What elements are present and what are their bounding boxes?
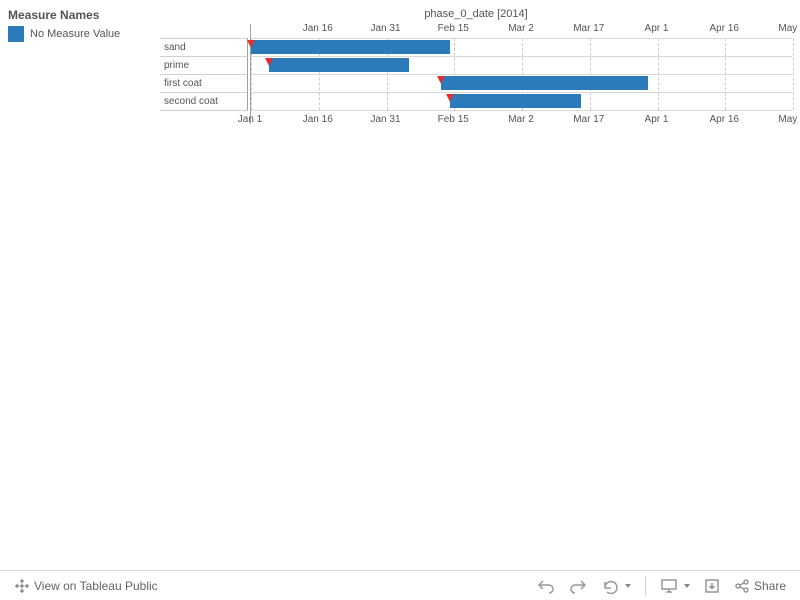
gridline-horizontal	[251, 74, 792, 75]
footer-toolbar: View on Tableau Public	[0, 570, 800, 600]
share-icon	[734, 578, 750, 594]
y-axis-labels: sandprimefirst coatsecond coat	[160, 24, 250, 124]
gantt-bar[interactable]	[450, 94, 581, 108]
x-tick-bottom: Mar 17	[573, 114, 604, 125]
gridline-horizontal	[251, 110, 792, 111]
redo-button[interactable]	[565, 576, 591, 596]
share-label: Share	[754, 579, 786, 593]
x-tick-bottom: Feb 15	[438, 114, 469, 125]
legend: Measure Names No Measure Value	[8, 8, 158, 42]
x-tick-bottom: May 1	[778, 114, 800, 125]
x-axis-ticks-bottom: Jan 1Jan 16Jan 31Feb 15Mar 2Mar 17Apr 1A…	[250, 114, 792, 128]
presentation-icon	[660, 578, 678, 594]
y-axis-label: prime	[160, 56, 248, 74]
start-marker	[446, 94, 454, 102]
gridline-horizontal	[251, 92, 792, 93]
y-axis-label: first coat	[160, 74, 248, 92]
gantt-bar[interactable]	[269, 58, 409, 72]
legend-swatch	[8, 26, 24, 42]
x-tick-bottom: Jan 31	[370, 114, 400, 125]
x-tick-bottom: Apr 1	[645, 114, 669, 125]
gridline-vertical	[793, 38, 794, 110]
x-tick-bottom: Mar 2	[508, 114, 534, 125]
x-tick-bottom: Jan 1	[238, 114, 262, 125]
y-labels-border	[160, 110, 248, 111]
start-marker	[247, 40, 255, 48]
grid	[250, 24, 792, 124]
chevron-down-icon	[625, 584, 631, 588]
y-axis-label: sand	[160, 38, 248, 56]
start-marker	[437, 76, 445, 84]
download-button[interactable]	[700, 576, 724, 596]
legend-item-label: No Measure Value	[30, 28, 120, 40]
revert-button[interactable]	[597, 576, 635, 596]
legend-title: Measure Names	[8, 8, 158, 22]
gridline-horizontal	[251, 56, 792, 57]
gantt-chart: phase_0_date [2014] Jan 16 Jan 31 Feb 15 Ma…	[160, 8, 792, 128]
y-axis-label: second coat	[160, 92, 248, 110]
x-axis-title: phase_0_date [2014]	[160, 8, 792, 20]
share-button[interactable]: Share	[730, 576, 790, 596]
view-on-tableau-label: View on Tableau Public	[34, 579, 158, 593]
gridline-horizontal	[251, 38, 792, 39]
presentation-button[interactable]	[656, 576, 694, 596]
tableau-logo-icon	[14, 578, 30, 594]
separator	[645, 577, 646, 595]
tableau-logo-button[interactable]: View on Tableau Public	[10, 576, 162, 596]
plot-area: Jan 16 Jan 31 Feb 15 Mar 2 Mar 17 Apr 1 Apr 16…	[160, 24, 792, 124]
gantt-bar[interactable]	[441, 76, 649, 90]
undo-button[interactable]	[533, 576, 559, 596]
undo-icon	[537, 578, 555, 594]
x-tick-bottom: Jan 16	[303, 114, 333, 125]
x-tick-bottom: Apr 16	[710, 114, 739, 125]
legend-item[interactable]: No Measure Value	[8, 26, 158, 42]
gantt-bar[interactable]	[251, 40, 450, 54]
redo-icon	[569, 578, 587, 594]
revert-icon	[601, 578, 619, 594]
chevron-down-icon	[684, 584, 690, 588]
start-marker	[265, 58, 273, 66]
download-icon	[704, 578, 720, 594]
